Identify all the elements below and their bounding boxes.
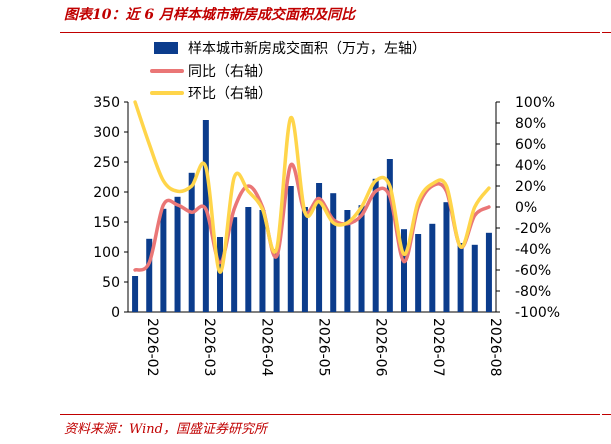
left-axis-tick-label: 0 <box>111 305 120 321</box>
left-axis-tick-label: 250 <box>93 155 120 171</box>
x-axis-tick-label: 2026-08 <box>487 318 503 377</box>
bottom-rule <box>60 414 600 415</box>
data-bar <box>217 237 223 312</box>
left-axis-tick-label: 100 <box>93 245 120 261</box>
data-bar <box>146 238 153 312</box>
data-bar <box>188 172 195 312</box>
right-axis-tick-label: -20% <box>515 221 551 237</box>
data-bar <box>386 159 393 312</box>
right-axis-tick-label: -100% <box>515 305 560 321</box>
data-bar <box>316 183 323 312</box>
left-axis-tick-label: 150 <box>93 215 120 231</box>
data-bar <box>231 217 238 312</box>
right-axis-tick-label: -60% <box>515 263 551 279</box>
source-note: 资料来源：Wind，国盛证券研究所 <box>64 422 267 437</box>
x-axis-tick-label: 2026-03 <box>201 318 217 377</box>
bar-series <box>132 120 492 312</box>
data-bar <box>132 276 139 312</box>
data-bar <box>287 186 294 312</box>
x-axis-tick-label: 2026-04 <box>258 318 274 377</box>
left-axis-tick-label: 50 <box>102 275 120 291</box>
left-axis-tick-label: 200 <box>93 185 120 201</box>
left-axis-tick-label: 300 <box>93 125 120 141</box>
legend-label: 样本城市新房成交面积（万方，左轴） <box>188 40 426 57</box>
legend-label: 环比（右轴） <box>188 86 272 102</box>
axes-group: 0 50 100 150 200 250 300 350 -100% -80% -60% -40% -2… <box>93 95 560 377</box>
right-axis-tick-label: 80% <box>515 116 546 132</box>
x-axis-tick-label: 2026-02 <box>144 318 160 377</box>
x-axis-tick-label: 2026-05 <box>316 318 332 377</box>
data-bar <box>301 207 308 312</box>
x-axis-tick-label: 2026-06 <box>373 318 389 377</box>
mom-line <box>133 100 491 274</box>
data-bar <box>160 208 167 312</box>
legend-label: 同比（右轴） <box>188 64 272 80</box>
right-axis-tick-label: 40% <box>515 158 546 174</box>
data-bar <box>174 196 181 312</box>
left-axis-tick-label: 350 <box>93 95 120 111</box>
x-axis-tick-label: 2026-07 <box>430 318 446 377</box>
data-bar <box>485 232 492 312</box>
right-axis-tick-label: 20% <box>515 179 546 195</box>
right-axis-tick-label: 0% <box>515 200 537 216</box>
data-bar <box>372 178 379 312</box>
right-axis-tick-label: 60% <box>515 137 546 153</box>
right-edge-mark-top <box>602 32 611 33</box>
data-bar <box>457 243 464 312</box>
legend-swatch-bar <box>154 42 178 54</box>
data-bar <box>202 120 209 312</box>
data-bar <box>401 229 407 312</box>
top-rule <box>60 32 600 33</box>
data-bar <box>429 223 436 312</box>
legend: 样本城市新房成交面积（万方，左轴） 同比（右轴） 环比（右轴） <box>150 40 426 102</box>
right-axis-tick-label: -80% <box>515 284 551 300</box>
data-bar <box>415 234 422 312</box>
data-bar <box>471 244 478 312</box>
data-bar <box>358 205 365 312</box>
data-bar <box>259 210 266 312</box>
right-axis-tick-label: 100% <box>515 95 555 111</box>
data-bar <box>330 193 337 312</box>
figure-caption: 图表10：近 6 月样本城市新房成交面积及同比 <box>64 7 355 23</box>
data-bar <box>344 210 351 312</box>
line-series <box>133 100 491 274</box>
data-bar <box>273 249 280 312</box>
data-bar <box>245 207 252 312</box>
yoy-line <box>133 162 491 272</box>
data-bar <box>443 202 450 312</box>
right-edge-mark-bottom <box>602 414 611 415</box>
right-axis-tick-label: -40% <box>515 242 551 258</box>
